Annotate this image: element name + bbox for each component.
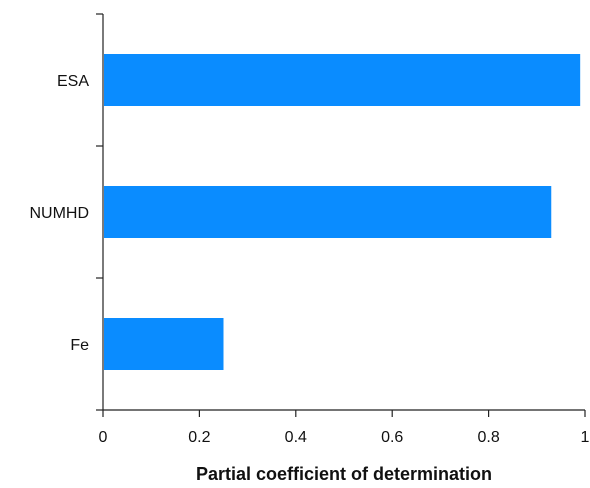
x-ticks-group (102, 410, 586, 417)
x-tick-label: 0.6 (381, 429, 403, 446)
x-tick-labels-group: 0 0.2 0.4 0.6 0.8 1 (99, 429, 590, 446)
x-tick-label: 0.4 (285, 429, 307, 446)
y-tick-label-esa: ESA (57, 73, 89, 90)
y-tick-label-numhd: NUMHD (29, 205, 89, 222)
bar-numhd (104, 186, 552, 238)
x-tick-label: 0 (99, 429, 108, 446)
y-ticks-group (96, 13, 103, 411)
bar-fe (104, 318, 224, 370)
bar-esa (104, 54, 581, 106)
x-axis-title: Partial coefficient of determination (196, 464, 492, 484)
bars-group (104, 54, 581, 370)
x-tick-label: 0.8 (477, 429, 499, 446)
x-tick-label: 0.2 (188, 429, 210, 446)
y-tick-labels-group: ESA NUMHD Fe (29, 73, 89, 354)
x-tick-label: 1 (581, 429, 590, 446)
y-tick-label-fe: Fe (70, 337, 89, 354)
